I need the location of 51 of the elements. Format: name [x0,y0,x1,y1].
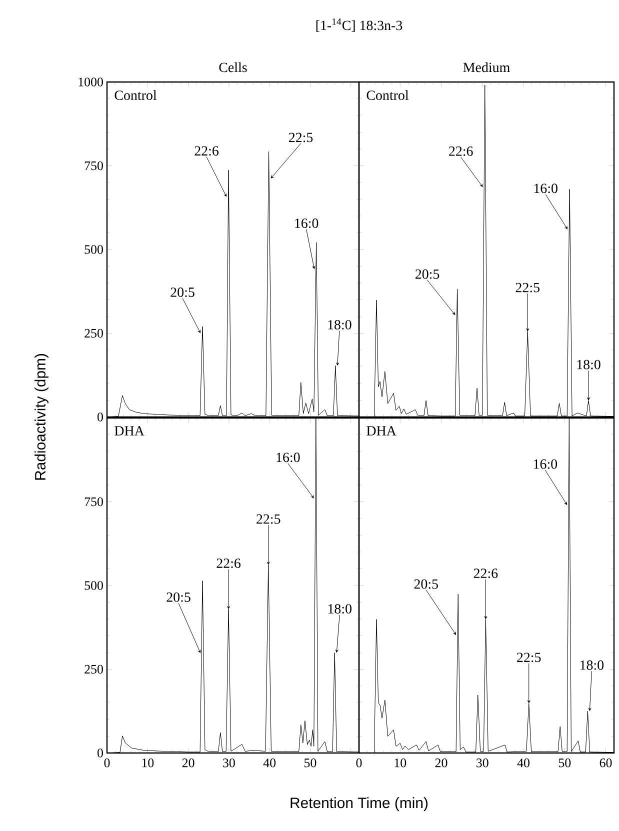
y-tick-label: 250 [84,328,103,338]
x-tick-label: 10 [142,758,154,768]
annotation: 18:0 [577,360,600,370]
annotation: 16:0 [295,218,318,228]
y-tick-label: 0 [98,748,103,758]
y-tick-label: 0 [98,412,103,422]
annotation: 16:0 [534,184,558,194]
x-tick-label: 20 [435,758,448,768]
annotation: 16:0 [534,459,558,469]
annotation: 18:0 [580,660,604,670]
x-tick-label: 20 [182,758,194,768]
annotation: DHA [114,426,144,436]
y-axis-title: Radioactivity (dpm) [34,354,48,480]
annotation: Control [114,90,157,100]
x-tick-label: 50 [558,758,571,768]
annotation: 20:5 [170,288,194,297]
x-tick-label: 50 [304,758,316,768]
annotation: 22:5 [288,132,313,142]
annotation: 20:5 [416,269,440,279]
chart-title: [1-$^{14}$C] 18:3n-3 [316,18,402,32]
x-tick-label: 40 [517,758,530,768]
y-tick-label: 1000 [78,78,103,86]
annotation: 18:0 [328,604,352,614]
annotation: 18:0 [328,320,352,330]
x-tick-label: 40 [263,758,276,768]
annotation: 20:5 [166,592,190,602]
chart-title: Medium [463,62,510,72]
annotation: 22:5 [516,282,540,292]
y-tick-label: 500 [84,581,103,590]
x-axis-title: Retention Time (min) [290,797,428,812]
y-tick-label: 750 [84,497,103,506]
x-tick-label: 30 [476,758,488,768]
annotation: 22:6 [449,146,473,156]
y-tick-label: 500 [84,245,103,254]
annotation: DHA [366,426,396,436]
annotation: 16:0 [276,452,300,462]
x-tick-label: 0 [104,758,110,768]
annotation: 22:6 [216,558,241,568]
x-tick-label: 10 [394,758,406,768]
annotation: 22:6 [194,146,219,156]
x-tick-label: 0 [356,758,362,768]
annotation: 22:6 [474,568,498,578]
annotation: Control [366,90,409,100]
annotation: 22:5 [517,652,541,662]
y-tick-label: 750 [84,161,103,170]
chart-subtitle: Cells [219,62,247,72]
x-tick-label: 60 [600,758,612,768]
y-tick-label: 250 [84,664,103,674]
x-tick-label: 30 [223,758,235,768]
annotation: 22:5 [256,514,280,524]
annotation: 20:5 [414,579,438,589]
